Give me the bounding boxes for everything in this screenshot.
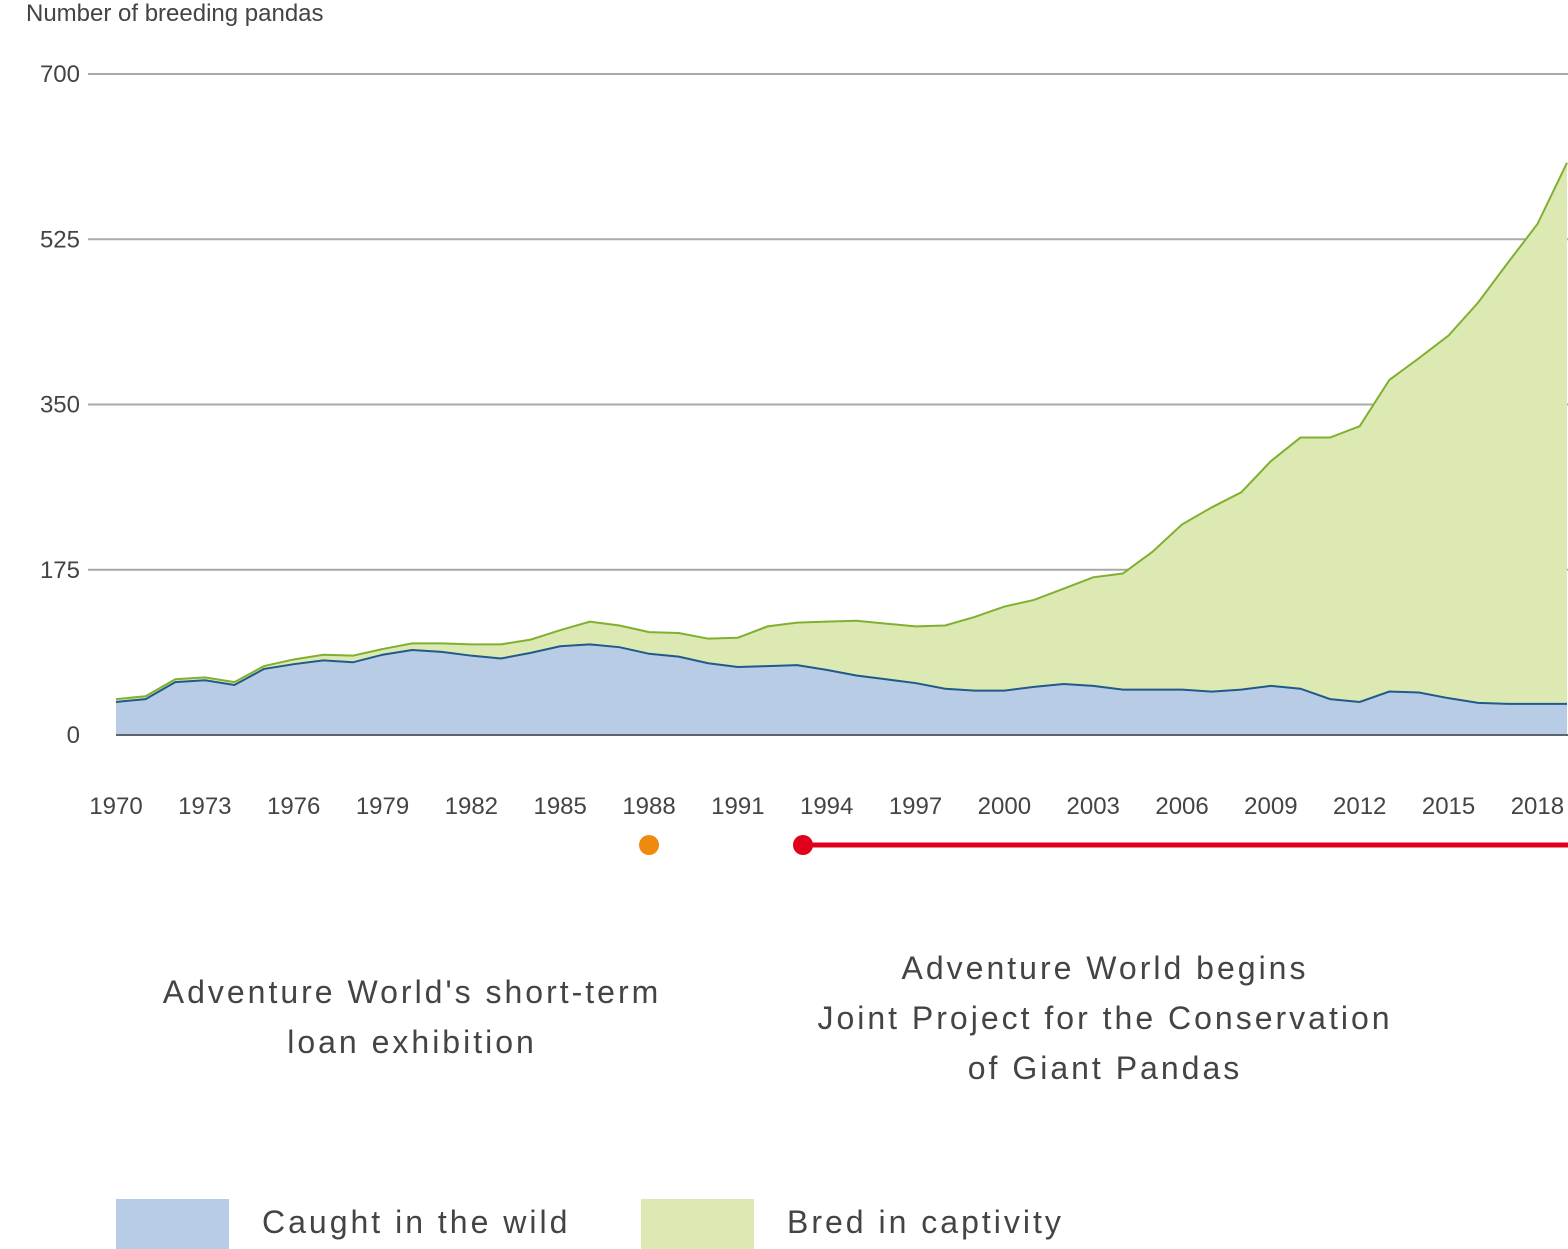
x-tick-2012: 2012 <box>1333 793 1386 820</box>
legend-swatch-captivity <box>641 1199 754 1249</box>
stacked-areas <box>115 162 1568 736</box>
annotation-joint-line-2: Joint Project for the Conservation <box>817 1000 1393 1036</box>
legend-label-captivity: Bred in captivity <box>787 1204 1064 1240</box>
x-tick-1991: 1991 <box>711 793 764 820</box>
x-tick-1994: 1994 <box>800 793 853 820</box>
marker-loan-exhibition <box>639 835 660 855</box>
legend-label-wild: Caught in the wild <box>262 1204 571 1240</box>
x-tick-1979: 1979 <box>356 793 409 820</box>
y-tick-175: 175 <box>40 557 80 584</box>
y-tick-525: 525 <box>40 226 80 253</box>
y-tick-350: 350 <box>40 392 80 419</box>
y-tick-0: 0 <box>67 722 80 749</box>
x-tick-2000: 2000 <box>978 793 1031 820</box>
x-tick-2018: 2018 <box>1511 793 1564 820</box>
annotation-joint-project: Adventure World begins Joint Project for… <box>800 943 1410 1093</box>
marker-joint-project-start <box>793 835 814 855</box>
line-total <box>115 162 1568 701</box>
annotation-joint-line-3: of Giant Pandas <box>967 1050 1243 1086</box>
y-tick-700: 700 <box>40 61 80 88</box>
area-bred-in-captivity <box>116 162 1567 704</box>
x-tick-1997: 1997 <box>889 793 942 820</box>
x-tick-2009: 2009 <box>1244 793 1297 820</box>
x-tick-1970: 1970 <box>89 793 142 820</box>
x-tick-1988: 1988 <box>622 793 675 820</box>
y-tick-labels: 0 175 350 525 700 <box>40 61 80 749</box>
x-tick-2015: 2015 <box>1422 793 1475 820</box>
area-caught-in-the-wild <box>116 644 1567 735</box>
x-tick-1985: 1985 <box>533 793 586 820</box>
annotation-loan-line-1: Adventure World's short-term <box>162 974 662 1010</box>
timeline-markers <box>639 835 1568 855</box>
x-tick-1976: 1976 <box>267 793 320 820</box>
line-caught-in-the-wild <box>115 643 1567 705</box>
x-tick-1982: 1982 <box>445 793 498 820</box>
x-tick-labels: 1970 1973 1976 1979 1982 1985 1988 1991 1994 1997… <box>89 793 1564 820</box>
x-tick-2006: 2006 <box>1155 793 1208 820</box>
legend-swatch-wild <box>116 1199 229 1249</box>
annotation-joint-line-1: Adventure World begins <box>901 950 1309 986</box>
x-tick-2003: 2003 <box>1067 793 1120 820</box>
x-tick-1973: 1973 <box>178 793 231 820</box>
annotation-loan-exhibition: Adventure World's short-term loan exhibi… <box>150 967 674 1067</box>
annotation-loan-line-2: loan exhibition <box>287 1024 537 1060</box>
y-axis-label: Number of breeding pandas <box>26 0 324 27</box>
